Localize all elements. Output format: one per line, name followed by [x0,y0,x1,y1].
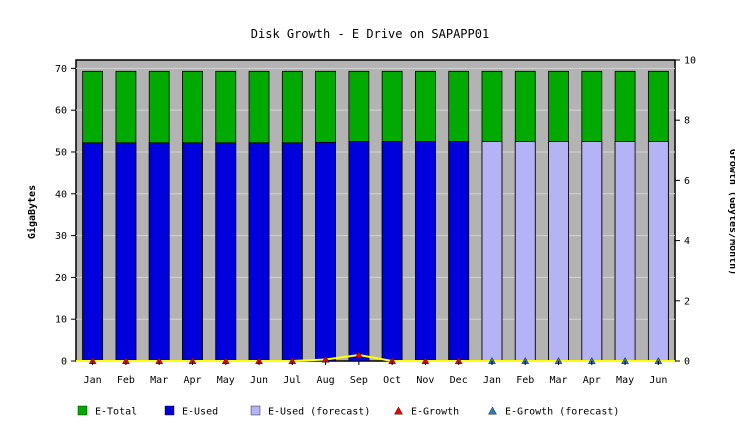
bar-e-used-forecast [647,141,669,362]
legend-label: E-Growth [411,407,459,418]
bar-e-used [182,142,203,362]
y2-axis-label: Growth (GBytes/Month) [727,149,735,275]
x-tick-label: Jun [649,375,667,386]
y-tick-label: 10 [55,315,67,326]
x-tick-label: Dec [450,375,468,386]
y2-tick-label: 0 [684,357,690,368]
y-tick-label: 0 [61,357,67,368]
legend-label: E-Used (forecast) [268,407,370,418]
x-tick-label: Jan [483,375,501,386]
bar-e-used [215,142,237,362]
growth-series [76,351,675,364]
y-tick-label: 30 [55,231,67,242]
bar-e-used-forecast [614,141,636,362]
x-tick-label: Oct [383,375,401,386]
x-tick-label: Nov [416,375,434,386]
x-tick-label: Feb [117,375,135,386]
x-tick-label: Apr [183,375,201,386]
bar-e-used-forecast [514,141,536,362]
bar-e-used [348,141,370,362]
growth-line [76,353,675,362]
legend-label: E-Total [95,407,137,418]
bar-e-used-forecast [581,141,603,362]
bar-e-used [248,142,270,362]
y2-tick-label: 10 [684,56,696,67]
left-axis: 0 10 20 30 40 50 60 70 [55,64,76,368]
bar-e-used [82,142,104,362]
x-tick-label: Jan [84,375,102,386]
legend-swatch [77,405,88,416]
y-tick-label: 60 [55,106,67,117]
x-tick-label: Sep [350,375,368,386]
y-tick-label: 50 [55,147,67,158]
legend-swatch [250,405,261,416]
grid-lines [76,67,675,320]
y-tick-label: 70 [55,64,67,75]
legend-label: E-Used [182,407,218,418]
bar-e-used [381,141,403,362]
bar-e-used-forecast [481,141,503,362]
legend-label: E-Growth (forecast) [505,407,619,418]
y2-tick-label: 8 [684,116,690,127]
bar-e-used [148,142,170,362]
legend-marker [488,406,497,415]
x-tick-label: Apr [583,375,601,386]
bars [82,70,669,362]
bar-e-used [315,141,336,362]
x-tick-label: Mar [150,375,168,386]
x-tick-label: Feb [516,375,534,386]
x-tick-label: Mar [549,375,567,386]
marker-e-growth [355,351,363,358]
y-tick-label: 40 [55,189,67,200]
y2-tick-label: 6 [684,176,690,187]
right-axis: 0 2 4 6 8 10 [675,56,696,368]
bar-e-used [115,142,137,362]
y2-tick-label: 4 [684,236,690,247]
bar-e-used [448,141,470,362]
y2-tick-label: 2 [684,296,690,307]
bar-e-used [281,142,303,362]
bar-e-used-forecast [548,141,569,362]
x-tick-label: May [217,375,235,386]
chart-title: Disk Growth - E Drive on SAPAPP01 [251,27,489,41]
x-axis: Jan Feb Mar Apr May Jun Jul Aug Sep Oct Nov Dec Jan F… [84,361,667,386]
legend-marker [394,406,403,415]
x-tick-label: Jun [250,375,268,386]
bar-e-used [415,141,436,362]
y-tick-label: 20 [55,273,67,284]
x-tick-label: Aug [317,375,335,386]
x-tick-label: May [616,375,634,386]
y-axis-label: GigaBytes [26,185,38,239]
legend: E-Total E-Used E-Used (forecast) E-Growth E-… [77,405,619,418]
x-tick-label: Jul [283,375,301,386]
legend-swatch [164,405,175,416]
